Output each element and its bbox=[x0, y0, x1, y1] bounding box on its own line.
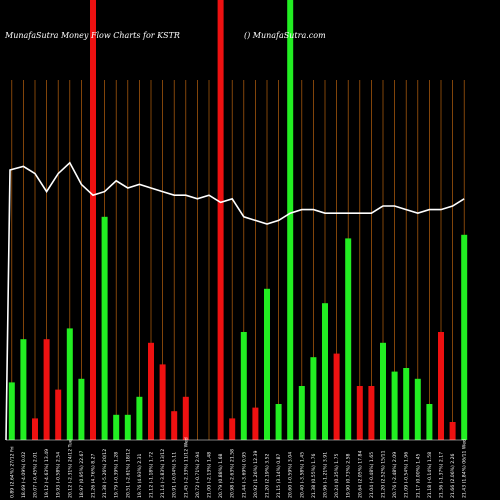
x-tick-label: 20.92 (1.26%) 12.39 bbox=[253, 451, 259, 498]
bar bbox=[345, 238, 352, 440]
bar bbox=[217, 0, 224, 440]
bar bbox=[90, 0, 96, 440]
x-tick-label: 21.15 (3.14%) 0.87 bbox=[276, 453, 282, 498]
chart-site-credit: () MunafaSutra.com bbox=[244, 31, 326, 40]
x-tick-label: 20.76 (-2.48%) 2.09 bbox=[392, 452, 398, 498]
x-tick-label: 0.89 (2.64%) 27/12 Fri bbox=[9, 447, 15, 499]
x-tick-label: 20.40 (-3.58%) 1.45 bbox=[299, 452, 305, 498]
x-tick-label: 20.96 (-1.21%) 3.91 bbox=[323, 452, 329, 498]
bar bbox=[148, 342, 154, 440]
x-tick-label: 18.69 (-4.09%) 0.02 bbox=[21, 452, 27, 498]
bar bbox=[229, 418, 236, 440]
bar bbox=[32, 418, 38, 440]
bar bbox=[287, 0, 294, 440]
x-tick-label: 21.36 (-1.37%) 2.17 bbox=[439, 452, 445, 498]
bar bbox=[66, 328, 73, 440]
bar bbox=[333, 353, 340, 440]
x-tick-label: 20.91 (-0.04%) 5.11 bbox=[172, 452, 178, 498]
bar bbox=[298, 386, 305, 440]
bar-series bbox=[8, 0, 468, 440]
bar bbox=[403, 368, 410, 440]
bar bbox=[368, 386, 375, 440]
x-tick-label: 21.18 (-0.14%) 1.58 bbox=[427, 452, 433, 498]
x-tick-label: 21.44 (-3.69%) 0.95 bbox=[241, 452, 247, 498]
bar bbox=[461, 234, 468, 440]
bar bbox=[356, 386, 363, 440]
x-tick-label: 20.72 (-0.71%) 2.94 bbox=[195, 452, 201, 498]
x-tick-label: 21.00 (-2.13%) 1.48 bbox=[207, 452, 213, 498]
x-tick-label: 20.98 (-2.63%) 21.58 bbox=[230, 449, 236, 498]
bar bbox=[449, 422, 456, 440]
chart-title: MunafaSutra Money Flow Charts for KSTR bbox=[4, 31, 180, 40]
x-tick-label: 21.38 (0.55%) 1.76 bbox=[311, 453, 317, 498]
bar bbox=[20, 339, 27, 440]
x-tick-label: 21.66 (2.06%) 2.26 bbox=[450, 453, 456, 498]
bar bbox=[252, 407, 259, 440]
x-tick-label: 21.09 (-0.54%) 1.96 bbox=[404, 452, 410, 498]
bar bbox=[159, 364, 166, 440]
x-tick-label: 21.45 (-2.33%) 11/12 Wed bbox=[183, 437, 189, 498]
bar bbox=[322, 303, 328, 440]
x-tick-labels: 0.89 (2.64%) 27/12 Fri 18.69 (-4.09%) 0.0… bbox=[9, 437, 467, 498]
bar bbox=[101, 216, 108, 440]
x-tick-label: 21.17 (0.00%) 1.45 bbox=[415, 453, 421, 498]
x-tick-label: 21.43 (1.84%) 06/11 Wed bbox=[462, 439, 468, 498]
bar bbox=[136, 396, 143, 440]
x-tick-label: 18.97 (0.95%) 22.67 bbox=[79, 451, 85, 498]
x-tick-label: 21.20 (2.19%) 3.52 bbox=[265, 453, 271, 498]
bar bbox=[171, 411, 178, 440]
bar bbox=[426, 404, 433, 440]
x-tick-label: 19.90 (0.73%) 2.58 bbox=[346, 453, 352, 498]
x-tick-label: 21.14 (-3.83%) 13/12 bbox=[160, 449, 166, 498]
x-tick-label: 19.79 (-0.39%) 1.28 bbox=[114, 452, 120, 498]
bar bbox=[182, 396, 189, 440]
x-tick-label: 19.93 (-0.58%) 2.54 bbox=[56, 452, 62, 498]
x-tick-label: 21.04 (-0.48%) 1.65 bbox=[369, 452, 375, 498]
bar bbox=[78, 378, 85, 440]
bar bbox=[275, 404, 282, 440]
x-tick-label: 21.20 (2.52%) 15/11 bbox=[381, 450, 387, 498]
bar bbox=[310, 357, 317, 440]
bar bbox=[264, 288, 270, 440]
bar bbox=[380, 342, 386, 440]
x-tick-label: 21.26 (4.76%) 8.27 bbox=[91, 453, 97, 498]
x-tick-label: 20.07 (-0.45%) 2.01 bbox=[33, 452, 39, 498]
bar bbox=[240, 332, 247, 440]
bar bbox=[113, 414, 120, 440]
x-tick-label: 20.24 (0.35%) 1.75 bbox=[334, 453, 340, 498]
x-tick-label: 20.79 (0.88%) 1.68 bbox=[218, 453, 224, 498]
x-tick-label: 20.64 (2.05%) 17.84 bbox=[357, 451, 363, 498]
bar bbox=[124, 414, 131, 440]
x-tick-label: 19.76 (4.93%) 2.31 bbox=[137, 453, 143, 498]
bar bbox=[8, 382, 15, 440]
x-tick-label: 21.12 (-1.18%) 1.72 bbox=[149, 452, 155, 498]
bar bbox=[55, 389, 62, 440]
x-tick-label: 19.12 (-4.63%) 13.49 bbox=[44, 449, 50, 498]
x-tick-label: 21.38 (-5.26%) 20/12 bbox=[102, 449, 108, 498]
x-tick-label: 20.51 (-2.61%) 18/12 bbox=[125, 449, 131, 498]
x-tick-label: 20.60 (-0.59%) 3.04 bbox=[288, 452, 294, 498]
bar bbox=[43, 339, 50, 440]
bar bbox=[438, 332, 444, 440]
x-tick-label: 20.12 (-2.31%) 24/12 Tue bbox=[67, 439, 73, 498]
money-flow-line bbox=[5, 161, 465, 441]
bar bbox=[391, 371, 398, 440]
bar bbox=[414, 378, 421, 440]
